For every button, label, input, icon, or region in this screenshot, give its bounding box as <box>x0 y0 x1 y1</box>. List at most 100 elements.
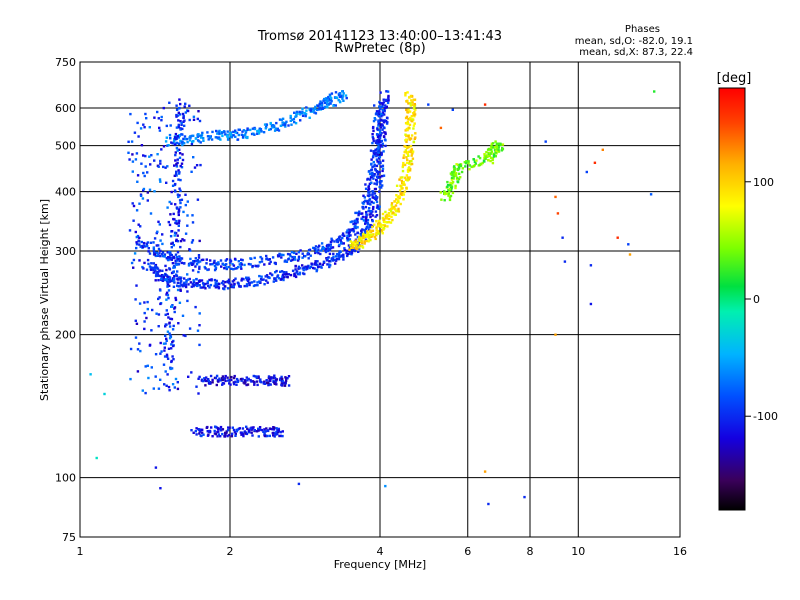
legend-title: Phases <box>625 24 660 35</box>
diffuse-point <box>130 261 134 265</box>
trace-f2-o-mode-trace-lower-point <box>285 272 288 276</box>
trace-sporadic-e-at-160-km-point <box>203 377 206 380</box>
trace-sporadic-e-at-125-km-point <box>233 430 237 434</box>
trace-f2-x-mode-trace-point <box>405 161 409 164</box>
trace-f-layer-spread-trace-point <box>258 130 261 134</box>
diffuse-point <box>197 270 200 274</box>
trace-sporadic-e-at-125-km-point <box>262 430 265 433</box>
trace-f2-o-mode-trace-lower-point <box>371 214 374 217</box>
trace-f2-o-mode-trace-upper-point <box>369 178 372 181</box>
trace-f2-x-mode-trace-point <box>388 214 391 217</box>
trace-f2-o-mode-trace-upper-point <box>205 258 208 261</box>
diffuse-point <box>139 225 142 228</box>
trace-f2-o-mode-trace-upper-point <box>375 113 378 116</box>
trace-f2-x-mode-trace-point <box>375 220 378 223</box>
trace-f2-x-mode-trace-point <box>386 225 389 228</box>
trace-f2-o-mode-trace-upper-point <box>220 265 223 268</box>
trace-mid-frequency-cluster-point <box>490 147 493 151</box>
diffuse-point <box>134 319 137 322</box>
trace-sporadic-e-at-160-km-point <box>250 380 253 383</box>
trace-f2-o-mode-trace-lower-point <box>381 164 385 167</box>
trace-f2-o-mode-trace-upper-point <box>296 259 300 262</box>
trace-f2-o-mode-trace-lower-point <box>160 275 163 278</box>
trace-f2-x-mode-trace-point <box>394 204 398 207</box>
trace-f-layer-spread-trace-point <box>328 93 332 96</box>
trace-mid-frequency-cluster-point <box>453 173 457 176</box>
diffuse-point <box>165 268 168 272</box>
diffuse-point <box>153 237 157 240</box>
trace-f2-o-mode-trace-lower-point <box>302 266 306 270</box>
trace-f2-o-mode-trace-lower-point <box>366 223 370 226</box>
diffuse-point <box>188 248 191 251</box>
trace-f2-o-mode-trace-upper-point <box>285 260 289 263</box>
diffuse-point <box>146 364 149 367</box>
trace-f2-o-mode-trace-upper-point <box>152 246 155 249</box>
trace-sporadic-e-at-160-km-point <box>266 381 270 385</box>
trace-vertical-spread-column-point <box>181 158 185 162</box>
trace-mid-frequency-cluster-point <box>446 183 450 187</box>
diffuse-point <box>192 115 196 118</box>
diffuse-point <box>146 199 149 202</box>
trace-f2-o-mode-trace-lower-point <box>200 279 204 282</box>
trace-f2-x-mode-trace-point <box>365 233 369 237</box>
trace-sporadic-e-at-125-km-point <box>279 430 282 434</box>
trace-f2-o-mode-trace-lower-point <box>348 252 351 255</box>
trace-f2-o-mode-trace-lower-point <box>379 161 382 165</box>
diffuse-point <box>131 153 134 156</box>
trace-sporadic-e-at-125-km-point <box>207 430 211 433</box>
trace-sporadic-e-at-160-km-point <box>280 375 283 379</box>
diffuse-point <box>175 274 179 277</box>
trace-f2-o-mode-trace-lower-point <box>381 184 384 187</box>
trace-sporadic-e-at-125-km-point <box>215 426 219 429</box>
trace-f2-x-mode-trace-point <box>400 193 404 196</box>
isolated-point <box>616 236 619 239</box>
trace-mid-frequency-cluster-point <box>443 199 446 202</box>
diffuse-point <box>179 102 182 106</box>
trace-f2-o-mode-trace-lower-point <box>369 215 372 219</box>
trace-f-layer-spread-trace-point <box>329 102 332 105</box>
trace-sporadic-e-at-125-km-point <box>263 434 267 438</box>
trace-mid-frequency-cluster-point <box>451 191 455 195</box>
trace-sporadic-e-at-125-km-point <box>257 427 260 430</box>
trace-vertical-spread-column-point <box>174 190 177 193</box>
trace-vertical-spread-column-point <box>171 340 174 344</box>
trace-sporadic-e-at-125-km-point <box>241 427 245 430</box>
diffuse-point <box>133 252 137 255</box>
trace-sporadic-e-at-125-km-point <box>236 428 239 431</box>
trace-f-layer-spread-trace-point <box>318 104 321 108</box>
trace-vertical-spread-column-point <box>177 229 180 232</box>
diffuse-point <box>150 154 153 157</box>
diffuse-point <box>128 229 132 232</box>
trace-f2-o-mode-trace-upper-point <box>306 251 310 255</box>
trace-mid-frequency-cluster-point <box>479 162 482 166</box>
trace-f2-o-mode-trace-lower-point <box>372 201 375 205</box>
trace-f2-o-mode-trace-upper-point <box>347 234 350 238</box>
trace-f2-o-mode-trace-upper-point <box>322 246 325 250</box>
trace-sporadic-e-at-160-km-point <box>236 380 240 383</box>
trace-sporadic-e-at-160-km-point <box>211 381 214 384</box>
trace-f2-o-mode-trace-lower-point <box>342 258 345 261</box>
trace-f-layer-spread-trace-point <box>310 107 314 111</box>
diffuse-point <box>149 163 152 166</box>
trace-f2-o-mode-trace-lower-point <box>150 262 153 265</box>
trace-f2-o-mode-trace-upper-point <box>339 238 342 241</box>
trace-vertical-spread-column-point <box>179 120 182 123</box>
colorbar-label: [deg] <box>717 71 752 86</box>
trace-mid-frequency-cluster-point <box>452 173 455 176</box>
trace-f-layer-spread-trace-point <box>256 130 259 133</box>
trace-f2-o-mode-trace-upper-point <box>329 245 332 249</box>
trace-f2-o-mode-trace-lower-point <box>375 200 379 204</box>
x-axis-label: Frequency [MHz] <box>334 558 426 571</box>
diffuse-point <box>153 253 156 256</box>
diffuse-point <box>199 163 202 167</box>
trace-f-layer-spread-trace-point <box>236 138 240 141</box>
trace-f2-o-mode-trace-lower-point <box>348 245 352 249</box>
diffuse-point <box>138 302 142 305</box>
trace-f2-o-mode-trace-upper-point <box>354 233 357 236</box>
trace-f-layer-spread-trace-point <box>274 127 277 130</box>
trace-f2-o-mode-trace-lower-point <box>203 285 206 288</box>
trace-mid-frequency-cluster-point <box>463 161 466 164</box>
trace-vertical-spread-column-point <box>170 190 173 194</box>
trace-sporadic-e-at-160-km-point <box>267 375 271 378</box>
trace-mid-frequency-cluster-point <box>453 165 456 168</box>
